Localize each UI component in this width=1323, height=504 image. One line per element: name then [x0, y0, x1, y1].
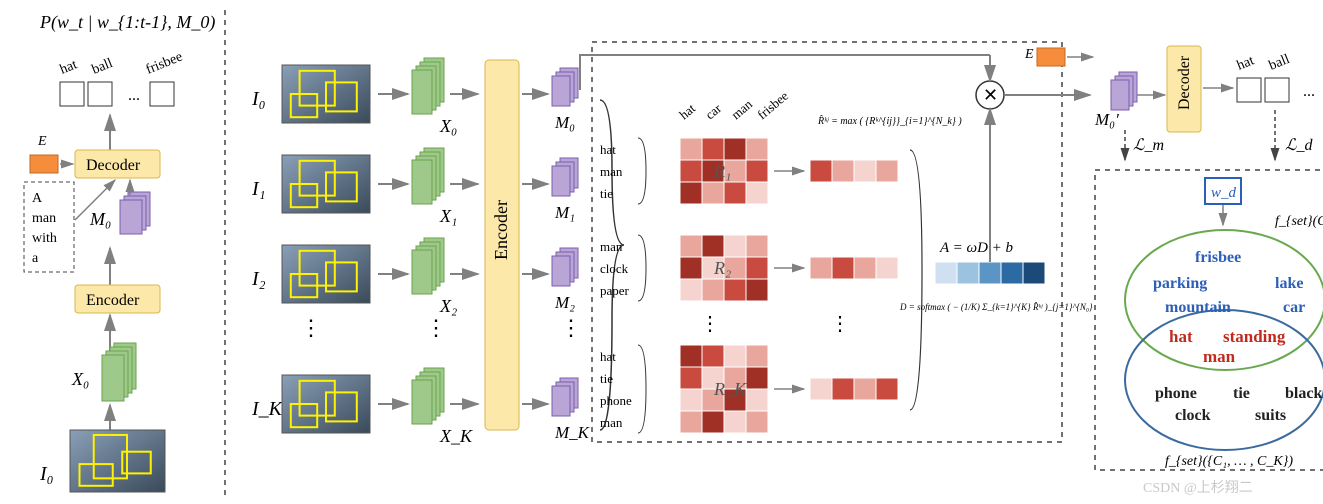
svg-text:man: man	[32, 211, 56, 226]
left-M0: M₀	[89, 209, 111, 229]
svg-text:phone: phone	[600, 393, 632, 408]
svg-text:...: ...	[1303, 83, 1315, 100]
right-E	[1037, 48, 1065, 66]
svg-text:hat: hat	[600, 349, 616, 364]
mid-I-1: I₁	[251, 178, 266, 200]
mid-I-0: I₀	[251, 88, 266, 110]
mid-M-3: M_K	[554, 423, 591, 442]
svg-text:tie: tie	[600, 186, 613, 201]
set-bot-tie: tie	[1233, 385, 1250, 402]
svg-text:⋮: ⋮	[830, 313, 850, 335]
svg-text:Encoder: Encoder	[86, 292, 140, 309]
svg-text:Encoder: Encoder	[491, 200, 511, 260]
svg-text:man: man	[600, 164, 623, 179]
svg-text:R̂ᵏʲ = max ( {Rᵏ^{ij}}_{i=1}^{: R̂ᵏʲ = max ( {Rᵏ^{ij}}_{i=1}^{N_k} )	[817, 114, 962, 127]
set-top-lake: lake	[1275, 275, 1303, 292]
set-bot-clock: clock	[1175, 407, 1211, 424]
set-shared-man: man	[1203, 347, 1236, 366]
mid-I-3: I_K	[251, 398, 284, 420]
svg-text:⋮: ⋮	[300, 315, 322, 340]
set-top-car: car	[1283, 299, 1305, 316]
svg-text:E: E	[1024, 47, 1034, 62]
svg-text:paper: paper	[600, 283, 630, 298]
set-top-parking: parking	[1153, 275, 1207, 292]
left-E	[30, 155, 58, 173]
set-shared-hat: hat	[1169, 327, 1193, 346]
set-bot-suits: suits	[1255, 407, 1286, 424]
mid-X-0: X₀	[439, 116, 457, 136]
D-label: D = softmax ( − (1/K) Σ_{k=1}^{K} R̂ᵏʲ )…	[899, 302, 1093, 312]
svg-text:...: ...	[128, 87, 140, 104]
prob-expr: P(w_t | w_{1:t-1}, M_0)	[39, 12, 215, 33]
loss-Lm: ℒ_m	[1133, 137, 1164, 154]
Rlabel-R_K: R_K	[713, 379, 747, 399]
mid-M-1: M₁	[554, 203, 575, 222]
svg-text:w_d: w_d	[1211, 185, 1237, 201]
svg-text:Decoder: Decoder	[1176, 55, 1193, 110]
left-X0: X₀	[71, 369, 89, 389]
svg-text:man: man	[600, 415, 623, 430]
svg-text:Decoder: Decoder	[86, 157, 141, 174]
mid-X-3: X_K	[439, 426, 473, 446]
watermark: CSDN @上杉翔二	[1143, 480, 1253, 496]
mid-X-2: X₂	[439, 296, 457, 316]
svg-text:E: E	[37, 134, 47, 149]
fset-bot: f_{set}({C₁, … , C_K})	[1165, 454, 1293, 469]
left-I0: I₀	[39, 463, 54, 485]
svg-text:a: a	[32, 251, 39, 266]
mid-M-2: M₂	[554, 293, 575, 312]
svg-text:A: A	[32, 191, 43, 206]
svg-text:tie: tie	[600, 371, 613, 386]
set-top-mountain: mountain	[1165, 299, 1231, 316]
set-top-frisbee: frisbee	[1195, 249, 1241, 266]
mid-X-1: X₁	[439, 206, 457, 226]
right-M0p: M₀′	[1094, 110, 1119, 129]
A-label: A = ωD + b	[939, 240, 1014, 256]
mid-M-0: M₀	[554, 113, 575, 132]
svg-text:✕: ✕	[983, 85, 998, 105]
set-bot-black: black	[1285, 385, 1322, 402]
svg-text:⋮: ⋮	[425, 315, 447, 340]
svg-text:⋮: ⋮	[700, 313, 720, 335]
svg-text:hat: hat	[600, 142, 616, 157]
set-shared-standing: standing	[1223, 327, 1286, 346]
Rlabel-R₁: R₁	[713, 161, 731, 181]
svg-text:with: with	[32, 231, 57, 246]
svg-text:⋮: ⋮	[560, 315, 582, 340]
svg-text:clock: clock	[600, 261, 629, 276]
mid-I-2: I₂	[251, 268, 266, 290]
loss-Ld: ℒ_d	[1285, 137, 1314, 154]
set-bot-phone: phone	[1155, 385, 1197, 402]
fset-top: f_{set}(C₀)	[1275, 214, 1323, 229]
Rlabel-R₂: R₂	[713, 258, 731, 278]
svg-text:man: man	[600, 239, 623, 254]
